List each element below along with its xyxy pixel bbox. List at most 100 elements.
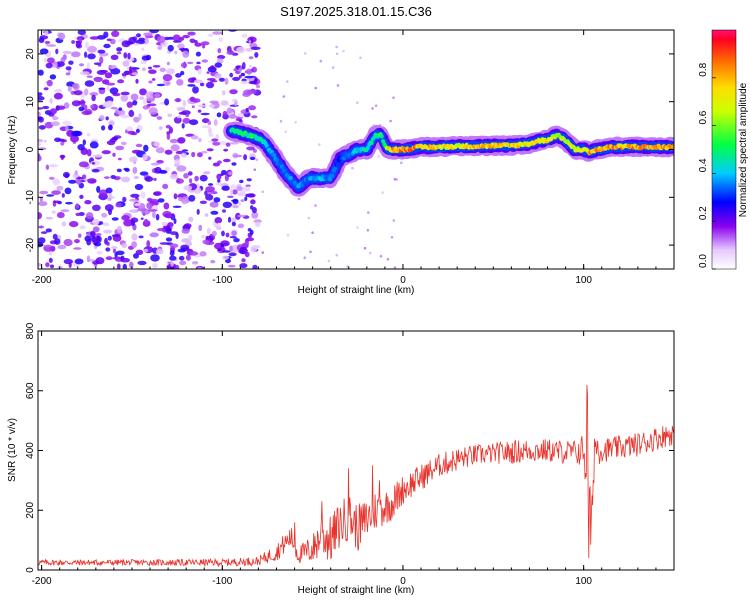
noise-blob xyxy=(156,228,166,232)
noise-blob xyxy=(230,188,234,196)
noise-blob xyxy=(363,246,367,250)
noise-blob xyxy=(45,216,54,220)
noise-blob xyxy=(38,116,44,123)
colorbar-tick-label: 0.8 xyxy=(698,62,709,76)
noise-blob xyxy=(138,235,144,239)
noise-blob xyxy=(151,78,156,81)
noise-blob xyxy=(182,99,186,107)
noise-blob xyxy=(181,228,190,234)
noise-blob xyxy=(103,43,111,49)
noise-blob xyxy=(211,138,219,142)
noise-blob xyxy=(92,204,101,211)
noise-blob xyxy=(135,143,143,148)
noise-blob xyxy=(157,45,163,51)
noise-blob xyxy=(199,251,207,257)
snr-ytick-label: 400 xyxy=(25,442,36,459)
noise-blob xyxy=(237,202,242,206)
noise-blob xyxy=(218,37,223,42)
noise-blob xyxy=(141,55,150,61)
noise-blob xyxy=(153,141,161,147)
noise-blob xyxy=(52,233,58,240)
noise-blob xyxy=(157,35,166,44)
noise-blob xyxy=(187,84,196,87)
noise-blob xyxy=(60,154,64,161)
noise-blob xyxy=(148,66,152,70)
noise-blob xyxy=(222,110,228,118)
noise-blob xyxy=(109,65,116,70)
noise-blob xyxy=(166,61,170,66)
noise-blob xyxy=(73,247,82,250)
noise-blob xyxy=(131,241,138,249)
noise-blob xyxy=(232,154,243,158)
noise-blob xyxy=(216,58,224,64)
noise-blob xyxy=(75,179,82,185)
noise-blob xyxy=(247,193,256,198)
noise-blob xyxy=(74,258,84,265)
noise-blob xyxy=(228,252,237,257)
noise-blob xyxy=(216,173,222,180)
noise-blob xyxy=(235,65,241,69)
noise-blob xyxy=(170,231,178,236)
noise-blob xyxy=(85,212,94,220)
noise-blob xyxy=(118,107,123,111)
noise-blob xyxy=(38,107,44,110)
noise-blob xyxy=(92,226,100,233)
noise-blob xyxy=(152,263,158,269)
noise-blob xyxy=(240,72,246,77)
noise-blob xyxy=(140,59,147,65)
noise-blob xyxy=(105,256,113,261)
noise-blob xyxy=(111,30,120,37)
noise-blob xyxy=(149,30,159,34)
noise-blob xyxy=(183,223,192,229)
noise-blob xyxy=(87,178,97,184)
noise-blob xyxy=(57,244,67,250)
spectrogram-xlabel: Height of straight line (km) xyxy=(298,285,415,296)
noise-blob xyxy=(226,107,233,114)
ridge-mark xyxy=(328,177,332,182)
noise-blob xyxy=(192,86,199,94)
noise-blob xyxy=(214,62,223,68)
noise-blob xyxy=(208,127,212,134)
noise-blob xyxy=(71,130,81,137)
noise-blob xyxy=(243,154,248,161)
colorbar-tick-label: 0.6 xyxy=(698,110,709,124)
noise-blob xyxy=(79,71,90,76)
ridge-mark xyxy=(333,166,337,171)
noise-blob xyxy=(201,150,208,154)
noise-blob xyxy=(231,162,237,166)
noise-blob xyxy=(79,194,84,199)
noise-blob xyxy=(98,221,104,225)
noise-blob xyxy=(84,41,89,49)
noise-blob xyxy=(128,36,137,45)
noise-blob xyxy=(143,248,149,253)
noise-blob xyxy=(60,209,70,213)
noise-blob xyxy=(61,221,67,227)
noise-blob xyxy=(241,33,248,38)
noise-blob xyxy=(222,250,231,253)
noise-blob xyxy=(146,202,153,210)
noise-blob xyxy=(165,82,171,85)
noise-blob xyxy=(156,83,165,87)
noise-blob xyxy=(232,205,239,209)
snr-xlabel: Height of straight line (km) xyxy=(298,585,415,596)
noise-blob xyxy=(143,218,149,224)
noise-blob xyxy=(68,179,77,184)
noise-blob xyxy=(178,48,189,51)
noise-blob xyxy=(221,90,226,96)
noise-blob xyxy=(90,104,95,109)
noise-blob xyxy=(386,257,390,261)
noise-blob xyxy=(201,118,210,124)
noise-blob xyxy=(196,61,201,65)
noise-blob xyxy=(251,115,258,119)
noise-blob xyxy=(140,191,146,199)
noise-blob xyxy=(167,113,172,118)
noise-blob xyxy=(134,183,144,191)
noise-blob xyxy=(223,158,231,163)
noise-blob xyxy=(175,73,182,78)
noise-blob xyxy=(118,157,122,161)
noise-blob xyxy=(65,66,72,71)
noise-blob xyxy=(172,205,182,208)
noise-blob xyxy=(141,47,145,51)
noise-blob xyxy=(245,184,251,188)
